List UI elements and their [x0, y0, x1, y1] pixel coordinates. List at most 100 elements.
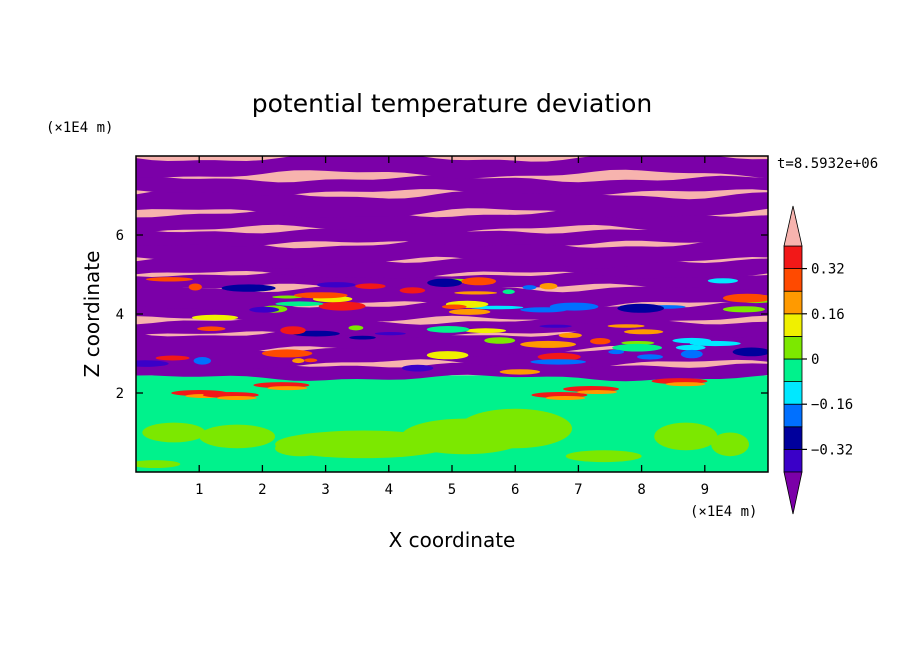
field-eddy	[537, 352, 581, 361]
field-band	[136, 175, 768, 196]
field-eddy	[499, 369, 541, 375]
time-label: t=8.5932e+06	[777, 156, 878, 172]
x-tick-label: 3	[321, 482, 329, 498]
x-tick-label: 4	[385, 482, 393, 498]
field-eddy	[191, 314, 239, 321]
field-eddy	[426, 351, 469, 360]
field-eddy	[637, 354, 663, 360]
field-band	[136, 188, 768, 219]
field-eddy	[442, 304, 467, 310]
field-streak	[665, 382, 706, 387]
field-eddy	[145, 277, 193, 282]
colorbar-segment	[783, 268, 803, 292]
colorbar-tick-label: 0.16	[811, 307, 845, 323]
colorbar-segment	[783, 335, 803, 360]
colorbar: 0.32 0.16 0 −0.16 −0.32	[783, 205, 853, 515]
field-eddy	[623, 329, 664, 335]
field-eddy	[520, 307, 568, 313]
field-blob	[458, 408, 573, 449]
x-tick-label: 8	[637, 482, 645, 498]
field-eddy	[454, 291, 498, 295]
field-eddy	[732, 347, 768, 357]
field-eddy	[502, 289, 515, 295]
field-eddy	[318, 301, 366, 311]
x-unit-label: (×1E4 m)	[690, 504, 757, 520]
field-eddy	[374, 332, 406, 336]
colorbar-tick-label: 0.32	[811, 262, 845, 278]
field-blob	[136, 460, 181, 469]
field-band	[136, 237, 768, 269]
field-eddy	[193, 357, 211, 365]
field-eddy	[520, 340, 576, 348]
field-eddy	[621, 341, 655, 345]
field-eddy	[689, 340, 741, 347]
field-eddy	[303, 358, 318, 363]
y-axis: 2 4 6	[116, 228, 768, 402]
field-eddy	[608, 349, 625, 355]
field-eddy	[558, 332, 582, 338]
chart-title: potential temperature deviation	[252, 89, 652, 118]
field-eddy	[401, 364, 434, 372]
x-tick-label: 9	[701, 482, 709, 498]
field-eddy	[539, 283, 558, 290]
field-band	[136, 226, 768, 247]
field-eddy	[680, 349, 703, 359]
colorbar-tick-label: −0.32	[811, 442, 853, 458]
y-unit-label: (×1E4 m)	[46, 120, 113, 136]
field-eddy	[197, 326, 226, 332]
y-tick-label: 4	[116, 307, 124, 323]
field-eddy	[461, 277, 497, 286]
field-band	[136, 156, 768, 179]
field-eddy	[522, 285, 537, 290]
x-tick-label: 1	[195, 482, 203, 498]
interface-layer	[136, 375, 768, 382]
field-band	[136, 361, 768, 382]
colorbar-tick-label: 0	[811, 352, 819, 368]
field-eddy	[448, 308, 491, 315]
field-eddy	[427, 278, 462, 287]
field-eddy	[275, 301, 324, 307]
field-streak	[267, 386, 308, 391]
colorbar-segment	[783, 403, 803, 428]
field-streak	[577, 390, 618, 395]
colorbar-segment	[783, 426, 803, 450]
field-eddy	[249, 306, 280, 313]
colorbar-segment	[783, 381, 803, 405]
field-blob	[654, 422, 718, 451]
colorbar-segment	[783, 313, 803, 337]
field-eddy	[188, 283, 202, 291]
field-blob	[199, 424, 276, 449]
colorbar-tick-label: −0.16	[811, 397, 853, 413]
y-tick-label: 2	[116, 386, 124, 402]
field-eddy	[136, 360, 169, 367]
x-axis: 1 2 3 4 5 6 7 8 9	[195, 156, 709, 498]
field-eddy	[293, 292, 348, 299]
field-eddy	[530, 359, 586, 365]
field-eddy	[155, 355, 190, 361]
x-tick-label: 7	[574, 482, 582, 498]
field-eddy	[617, 303, 665, 313]
field-eddy	[675, 344, 706, 351]
field-eddy	[280, 326, 306, 335]
field-eddy	[707, 278, 739, 284]
y-axis-label: Z coordinate	[80, 251, 104, 378]
field-streak	[545, 395, 586, 400]
field-eddy	[261, 349, 313, 358]
plot-area	[136, 156, 768, 472]
field-eddy	[349, 335, 376, 340]
x-axis-label: X coordinate	[389, 528, 516, 552]
x-tick-label: 5	[448, 482, 456, 498]
field-eddy	[590, 338, 611, 345]
field-eddy	[722, 306, 766, 313]
field-eddy	[484, 337, 516, 344]
field-blob	[565, 450, 642, 463]
field-blob	[711, 432, 750, 457]
field-eddy	[348, 325, 364, 331]
colorbar-min-extend	[783, 471, 803, 515]
colorbar-segment	[783, 358, 803, 383]
field-eddy	[355, 283, 386, 290]
field-eddy	[399, 287, 426, 294]
field-eddy	[316, 282, 356, 288]
field-streak	[216, 395, 257, 400]
